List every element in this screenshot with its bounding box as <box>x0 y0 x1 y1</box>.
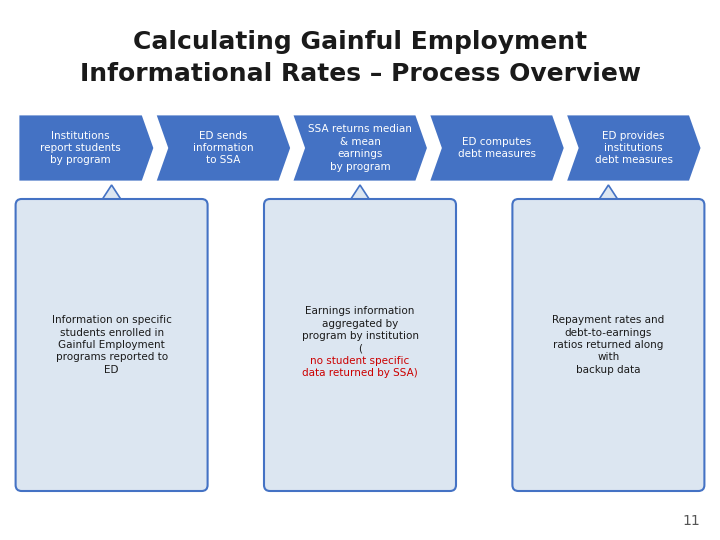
Polygon shape <box>565 114 702 182</box>
Text: 11: 11 <box>683 514 700 528</box>
Text: Repayment rates and
debt-to-earnings
ratios returned along
with
backup data: Repayment rates and debt-to-earnings rat… <box>552 315 665 375</box>
Polygon shape <box>428 114 565 182</box>
Polygon shape <box>155 114 292 182</box>
Polygon shape <box>595 185 621 205</box>
Text: SSA returns median
& mean
earnings
by program: SSA returns median & mean earnings by pr… <box>308 124 412 172</box>
Text: ED sends
information
to SSA: ED sends information to SSA <box>193 131 253 165</box>
Polygon shape <box>99 185 125 205</box>
Text: no student specific
data returned by SSA): no student specific data returned by SSA… <box>302 356 418 378</box>
Text: Information on specific
students enrolled in
Gainful Employment
programs reporte: Information on specific students enrolle… <box>52 315 171 375</box>
Text: Earnings information
aggregated by
program by institution
(: Earnings information aggregated by progr… <box>302 306 418 354</box>
Text: ED computes
debt measures: ED computes debt measures <box>458 137 536 159</box>
FancyBboxPatch shape <box>16 199 207 491</box>
Polygon shape <box>292 114 428 182</box>
Polygon shape <box>347 185 373 205</box>
Text: Calculating Gainful Employment: Calculating Gainful Employment <box>133 30 587 54</box>
Text: Informational Rates – Process Overview: Informational Rates – Process Overview <box>79 62 641 86</box>
Polygon shape <box>18 114 155 182</box>
Text: Institutions
report students
by program: Institutions report students by program <box>40 131 121 165</box>
Text: ED provides
institutions
debt measures: ED provides institutions debt measures <box>595 131 672 165</box>
FancyBboxPatch shape <box>264 199 456 491</box>
FancyBboxPatch shape <box>513 199 704 491</box>
